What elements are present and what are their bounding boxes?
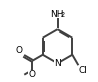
Text: O: O [29, 70, 36, 79]
Text: N: N [54, 59, 61, 68]
Text: 2: 2 [60, 12, 64, 18]
Text: Cl: Cl [79, 66, 88, 75]
Text: O: O [16, 46, 23, 55]
Text: NH: NH [50, 10, 64, 19]
